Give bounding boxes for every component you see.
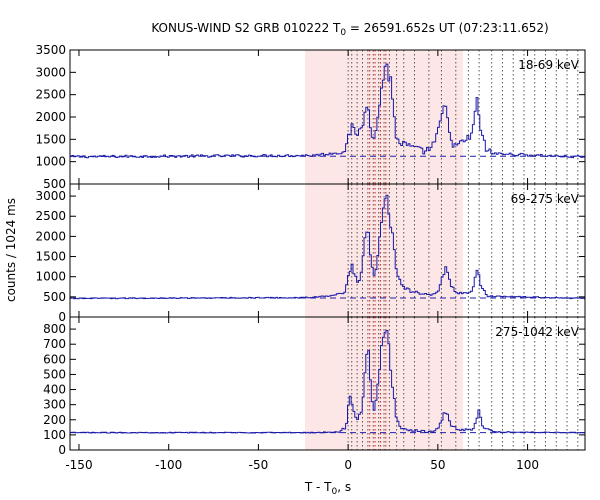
y-tick-label: 500	[43, 367, 66, 381]
y-tick-label: 2000	[35, 110, 66, 124]
y-tick-label: 0	[58, 443, 66, 457]
energy-band-label: 69-275 keV	[511, 192, 580, 206]
y-axis-label: counts / 1024 ms	[4, 198, 18, 302]
y-tick-label: 0	[58, 310, 66, 324]
y-tick-label: 3000	[35, 65, 66, 79]
y-tick-label: 2500	[35, 209, 66, 223]
x-tick-label: -150	[65, 458, 92, 472]
x-axis-label: T - T0, s	[304, 480, 351, 497]
y-tick-label: 1500	[35, 250, 66, 264]
y-tick-label: 500	[43, 290, 66, 304]
y-tick-label: 1500	[35, 132, 66, 146]
light-curve-series	[70, 330, 585, 434]
x-tick-label: 0	[344, 458, 352, 472]
energy-band-label: 18-69 keV	[518, 58, 580, 72]
panel-frame	[69, 316, 586, 451]
panel-2: 0 500 1000 1500 2000 2500 3000 69-275 keV	[35, 183, 586, 324]
y-tick-label: 700	[43, 337, 66, 351]
y-tick-label: 2500	[35, 88, 66, 102]
light-curve-series	[70, 194, 585, 300]
y-tick-label: 400	[43, 383, 66, 397]
x-tick-label: 100	[516, 458, 539, 472]
y-tick-label: 3500	[35, 43, 66, 57]
chart-title: KONUS-WIND S2 GRB 010222 T0 = 26591.652s…	[151, 21, 548, 38]
y-tick-label: 600	[43, 352, 66, 366]
x-tick-label: -100	[155, 458, 182, 472]
y-tick-label: 3000	[35, 189, 66, 203]
y-tick-label: 1000	[35, 155, 66, 169]
light-curve-series	[70, 63, 585, 159]
panel-1: 500 1000 1500 2000 2500 3000 3500 18-69 keV	[35, 43, 586, 191]
y-tick-label: 1000	[35, 270, 66, 284]
energy-band-label: 275-1042 keV	[495, 325, 579, 339]
x-tick-label: -50	[249, 458, 269, 472]
y-tick-label: 300	[43, 398, 66, 412]
shaded-interval	[305, 317, 463, 450]
x-tick-label: 50	[430, 458, 445, 472]
y-tick-label: 2000	[35, 229, 66, 243]
y-tick-label: 500	[43, 177, 66, 191]
y-tick-label: 200	[43, 413, 66, 427]
y-tick-label: 100	[43, 428, 66, 442]
y-tick-label: 800	[43, 322, 66, 336]
